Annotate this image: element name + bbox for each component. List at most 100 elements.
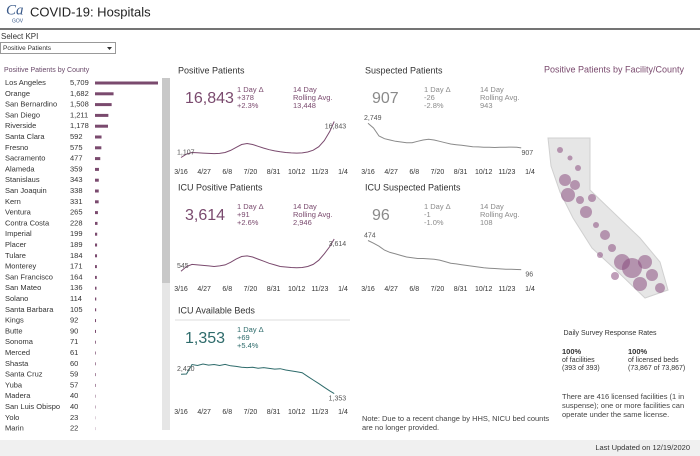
county-name: Butte <box>5 326 23 335</box>
county-name: Santa Barbara <box>5 305 54 314</box>
value-label: 907 <box>521 150 533 157</box>
x-tick-label: 6/8 <box>222 169 232 176</box>
county-bar <box>95 157 101 161</box>
county-bar <box>95 124 108 128</box>
county-name: Solano <box>5 294 28 303</box>
x-tick-label: 8/31 <box>267 409 281 416</box>
line <box>367 240 522 271</box>
scroll-thumb[interactable] <box>162 78 170 283</box>
avg-value: 108 <box>480 218 493 227</box>
value-label: 16,843 <box>325 123 347 130</box>
x-tick-label: 6/8 <box>222 286 232 293</box>
day-pct: -1.0% <box>424 218 444 227</box>
county-bar <box>95 362 96 366</box>
day-pct: +2.6% <box>237 218 259 227</box>
x-tick-label: 4/27 <box>384 169 398 176</box>
headline: 907 <box>372 90 399 107</box>
value-label: 96 <box>525 271 533 278</box>
x-tick-label: 6/8 <box>222 409 232 416</box>
county-bar <box>95 92 114 96</box>
county-value: 40 <box>70 402 78 411</box>
day-change: +378 <box>237 93 254 102</box>
day-pct: +5.4% <box>237 341 259 350</box>
line <box>180 121 335 158</box>
county-bar <box>95 319 97 323</box>
x-tick-label: 7/20 <box>431 169 445 176</box>
kpi-value[interactable]: Positive Patients <box>3 45 52 52</box>
county-value: 1,211 <box>70 110 88 119</box>
x-tick-label: 8/31 <box>267 169 281 176</box>
x-tick-label: 7/20 <box>244 169 258 176</box>
value-label: 1,107 <box>177 149 195 156</box>
county-value: 90 <box>70 326 78 335</box>
chart-title: ICU Available Beds <box>178 305 255 315</box>
x-tick-label: 10/12 <box>288 286 306 293</box>
x-tick-label: 7/20 <box>244 409 258 416</box>
survey-pct: 100% <box>628 347 648 356</box>
county-bar <box>95 297 97 301</box>
x-tick-label: 3/16 <box>174 169 188 176</box>
value-label: 1,353 <box>329 395 347 402</box>
county-value: 228 <box>70 218 83 227</box>
county-bar <box>95 146 102 150</box>
county-value: 164 <box>70 272 83 281</box>
headline: 1,353 <box>185 330 225 347</box>
avg-label: Rolling Avg. <box>480 210 519 219</box>
survey-detail: (393 of 393) <box>562 365 600 372</box>
x-tick-label: 11/23 <box>311 169 328 176</box>
county-name: Yolo <box>5 413 19 422</box>
line <box>180 363 335 395</box>
line <box>367 122 522 149</box>
avg-value: 13,448 <box>293 101 316 110</box>
county-bar <box>95 308 97 312</box>
x-tick-label: 4/27 <box>197 409 211 416</box>
survey-label: of facilities <box>562 357 595 364</box>
county-name: Contra Costa <box>5 218 50 227</box>
x-tick-label: 8/31 <box>454 286 468 293</box>
county-value: 22 <box>70 424 78 433</box>
county-name: Shasta <box>5 359 29 368</box>
county-value: 60 <box>70 359 78 368</box>
county-bar <box>95 265 97 269</box>
day-change: -26 <box>424 93 435 102</box>
x-tick-label: 1/4 <box>338 169 348 176</box>
x-tick-label: 6/8 <box>409 286 419 293</box>
county-name: Sacramento <box>5 154 45 163</box>
x-tick-label: 8/31 <box>454 169 468 176</box>
county-name: Santa Cruz <box>5 370 43 379</box>
x-tick-label: 10/12 <box>288 169 306 176</box>
x-tick-label: 3/16 <box>174 409 188 416</box>
county-name: Stanislaus <box>5 175 40 184</box>
day-pct: -2.8% <box>424 101 444 110</box>
kpi-dropdown[interactable] <box>0 42 116 54</box>
county-name: Kern <box>5 197 21 206</box>
county-bar <box>95 286 97 290</box>
county-value: 136 <box>70 283 83 292</box>
county-name: Merced <box>5 348 30 357</box>
county-name: Kings <box>5 316 24 325</box>
county-name: San Mateo <box>5 283 41 292</box>
avg-label: 14 Day <box>293 85 317 94</box>
county-value: 265 <box>70 208 83 217</box>
county-name: San Francisco <box>5 272 53 281</box>
updated: Last Updated on 12/19/2020 <box>595 443 690 452</box>
x-tick-label: 11/23 <box>498 169 515 176</box>
county-bar <box>95 103 112 107</box>
x-tick-label: 8/31 <box>267 286 281 293</box>
county-name: Yuba <box>5 380 23 389</box>
x-tick-label: 1/4 <box>338 286 348 293</box>
county-value: 592 <box>70 132 83 141</box>
county-name: Fresno <box>5 143 28 152</box>
county-value: 92 <box>70 316 78 325</box>
x-tick-label: 3/16 <box>361 169 375 176</box>
chart-title: ICU Positive Patients <box>178 182 263 192</box>
county-name: Santa Clara <box>5 132 45 141</box>
survey-label: of licensed beds <box>628 357 679 364</box>
county-name: Madera <box>5 391 31 400</box>
county-bar <box>95 200 99 204</box>
avg-label: 14 Day <box>293 202 317 211</box>
county-name: San Diego <box>5 110 40 119</box>
x-tick-label: 4/27 <box>197 169 211 176</box>
day-change: +91 <box>237 210 250 219</box>
